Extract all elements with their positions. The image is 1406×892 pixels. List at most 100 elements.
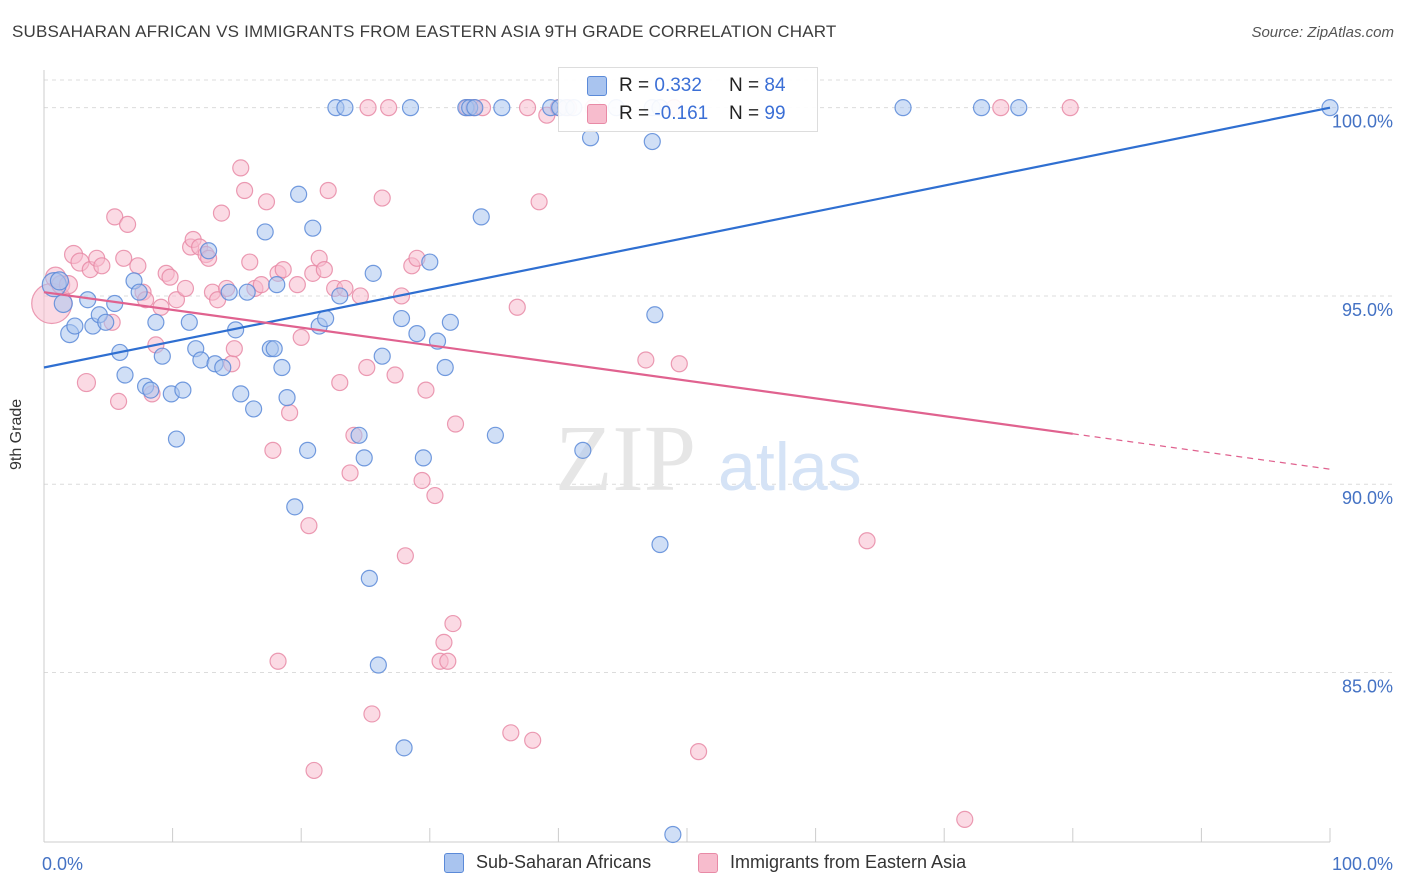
pink-point	[331, 373, 349, 392]
blue-point	[49, 271, 70, 291]
blue-point	[304, 219, 322, 237]
pink-point	[236, 181, 254, 200]
blue-point	[268, 276, 286, 294]
pink-point	[956, 810, 974, 829]
pink-point	[670, 355, 688, 373]
pink-point	[637, 351, 655, 369]
blue-point	[364, 264, 382, 282]
pink-point	[232, 159, 250, 177]
pink-point	[115, 249, 133, 267]
blue-n: N = 84	[729, 75, 786, 97]
blue-point	[414, 449, 432, 467]
pink-point	[439, 652, 457, 670]
blue-point	[232, 385, 250, 403]
pink-n-value: 99	[764, 103, 786, 124]
pink-n-label: N =	[729, 103, 765, 124]
pink-point	[305, 761, 323, 780]
source-label: Source: ZipAtlas.com	[1251, 24, 1394, 41]
series-blue-points	[41, 99, 1339, 844]
blue-point	[355, 449, 373, 467]
blue-point	[395, 739, 413, 757]
blue-point	[220, 283, 238, 301]
blue-point	[180, 313, 198, 331]
blue-point	[408, 325, 426, 343]
pink-point	[524, 731, 542, 749]
blue-point	[972, 99, 991, 117]
pink-point	[363, 705, 381, 723]
y-tick-label: 90.0%	[1342, 488, 1393, 508]
pink-point	[380, 99, 398, 117]
blue-point	[574, 441, 592, 459]
x-tick-label-start: 0.0%	[42, 854, 83, 874]
pink-point	[386, 366, 404, 384]
pink-point	[106, 208, 124, 226]
pink-point	[358, 358, 376, 377]
blue-point	[421, 253, 439, 271]
blue-point	[401, 99, 420, 117]
pink-point	[396, 547, 414, 565]
pink-point	[252, 276, 270, 294]
pink-point	[118, 215, 137, 233]
pink-swatch	[587, 104, 607, 124]
pink-point	[689, 743, 708, 761]
pink-point	[292, 328, 310, 346]
trend-line-pink-extension	[1072, 433, 1331, 470]
blue-point	[97, 313, 115, 331]
pink-point	[161, 268, 179, 286]
pink-point	[176, 279, 195, 298]
pink-point	[444, 614, 462, 633]
trend-line-blue	[43, 106, 1331, 369]
blue-point	[651, 535, 669, 554]
pink-point	[269, 652, 287, 670]
blue-point	[153, 347, 171, 365]
watermark: ZIP atlas	[555, 407, 862, 511]
blue-point	[392, 309, 411, 328]
pink-point	[241, 253, 259, 271]
blue-point	[167, 430, 186, 448]
blue-r: R = 0.332	[619, 75, 702, 97]
pink-point	[167, 291, 186, 309]
bottom-legend: Sub-Saharan Africans Immigrants from Eas…	[0, 852, 1406, 878]
blue-point	[147, 313, 165, 331]
stats-legend: R = 0.332 N = 84 R = -0.161 N = 99	[558, 67, 818, 132]
blue-point	[116, 366, 134, 384]
chart-title: SUBSAHARAN AFRICAN VS IMMIGRANTS FROM EA…	[12, 22, 837, 41]
watermark-zip: ZIP	[555, 407, 696, 511]
blue-point	[200, 242, 218, 260]
pink-point	[502, 724, 520, 742]
blue-point	[245, 400, 263, 418]
trend-lines	[43, 106, 1331, 470]
blue-point	[894, 99, 912, 117]
blue-r-value: 0.332	[654, 75, 702, 96]
blue-point	[369, 656, 387, 674]
pink-point	[129, 257, 147, 275]
legend-label-pink: Immigrants from Eastern Asia	[730, 852, 967, 872]
blue-point	[360, 569, 378, 587]
legend-item-pink: Immigrants from Eastern Asia	[698, 852, 966, 873]
blue-point	[265, 340, 283, 358]
blue-point	[290, 185, 308, 203]
blue-point	[317, 309, 335, 328]
pink-point	[373, 189, 391, 207]
blue-point	[436, 358, 454, 377]
blue-point	[1010, 99, 1028, 117]
tick-labels: 85.0% 90.0% 95.0% 100.0% 0.0% 100.0%	[42, 112, 1393, 874]
blue-point	[192, 351, 210, 369]
pink-r-value: -0.161	[654, 103, 709, 124]
blue-n-label: N =	[729, 75, 765, 96]
pink-point	[341, 464, 359, 482]
pink-point	[288, 276, 306, 294]
blue-point	[350, 426, 368, 444]
pink-point	[274, 260, 292, 279]
pink-point	[413, 471, 431, 490]
blue-point	[256, 223, 274, 241]
blue-point	[299, 441, 317, 459]
pink-r-label: R =	[619, 103, 655, 124]
blue-point	[53, 293, 73, 314]
x-tick-label-end: 100.0%	[1332, 854, 1393, 874]
pink-point	[417, 381, 435, 399]
pink-point	[858, 532, 876, 550]
blue-point	[472, 208, 490, 226]
pink-point	[426, 486, 444, 505]
